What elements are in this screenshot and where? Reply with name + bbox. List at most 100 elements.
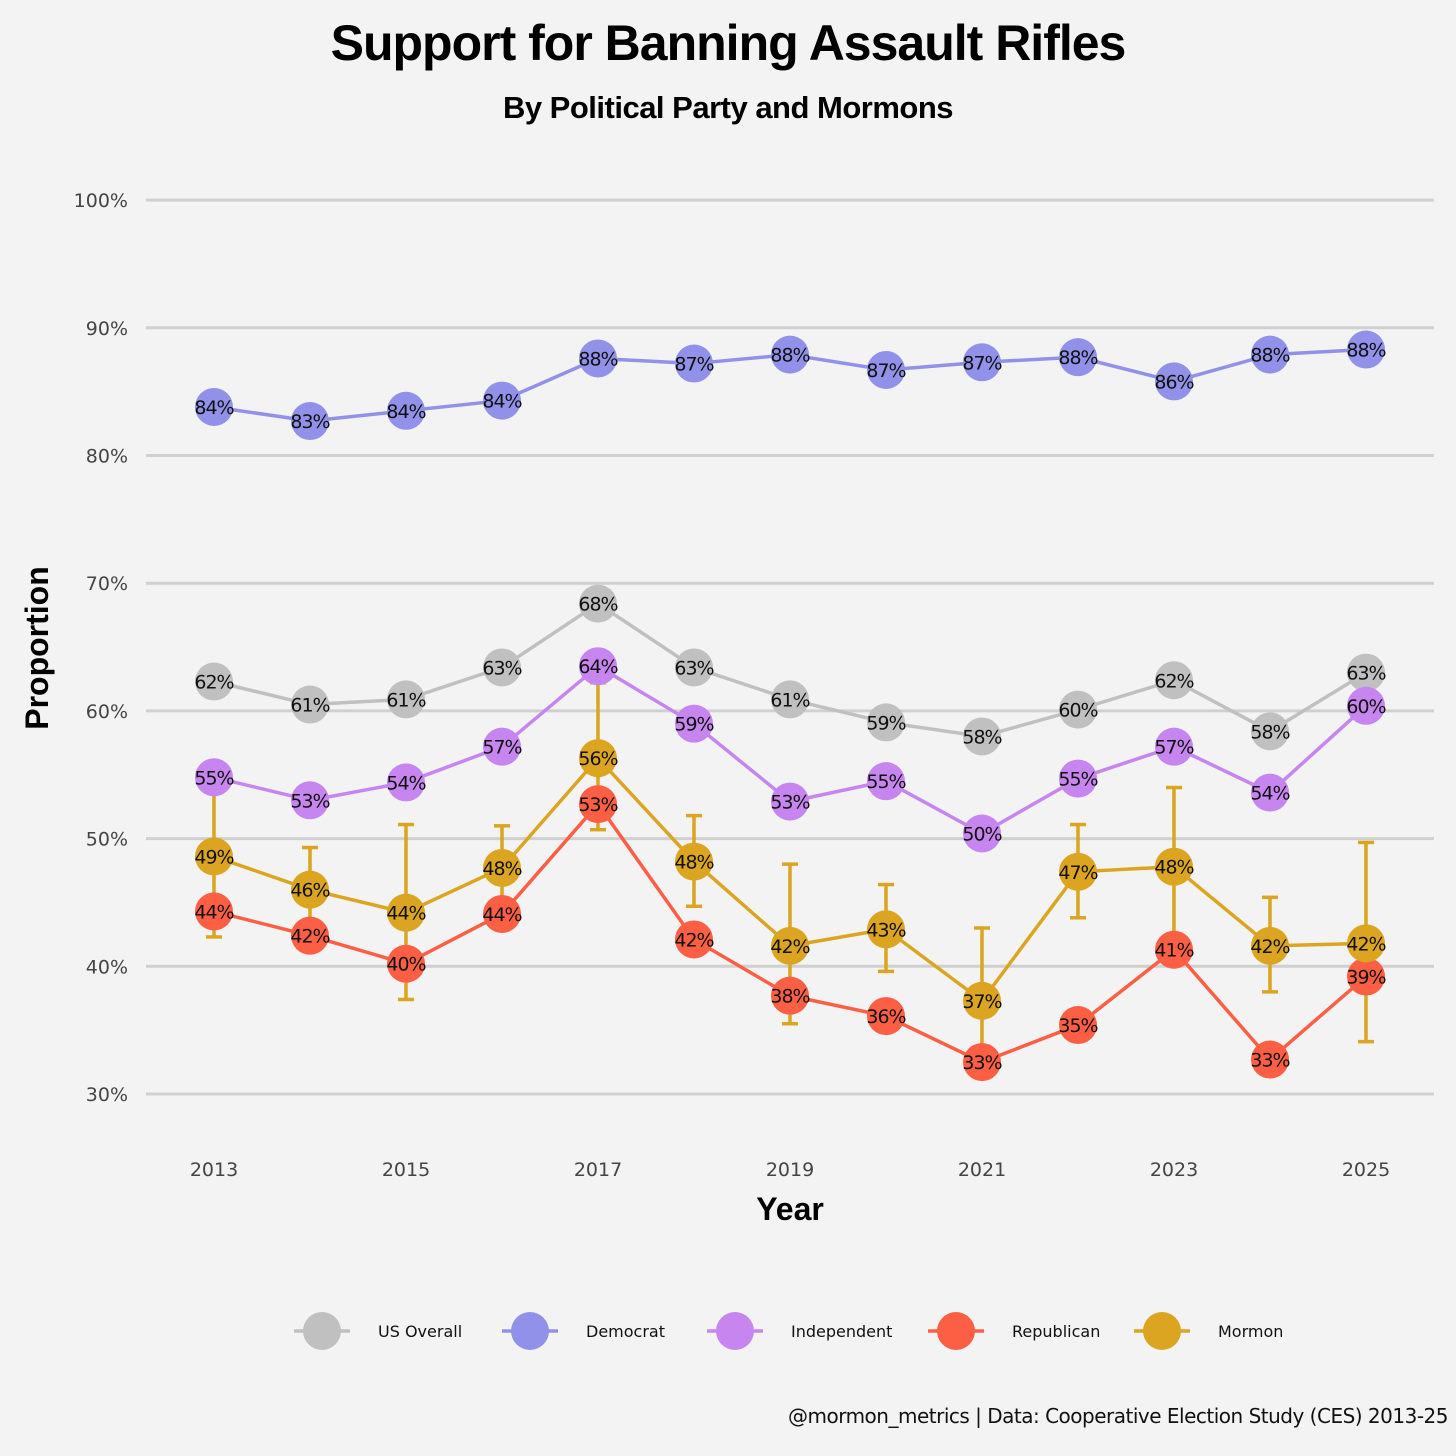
data-label: 41%: [1154, 940, 1193, 962]
data-point: [771, 680, 809, 719]
data-label: 56%: [578, 748, 617, 770]
data-label: 53%: [578, 794, 617, 816]
data-point: [867, 350, 905, 389]
chart-caption: @mormon_metrics | Data: Cooperative Elec…: [787, 1404, 1449, 1428]
data-point: [771, 335, 809, 374]
data-point: [1155, 661, 1193, 700]
data-point: [1347, 957, 1385, 996]
data-label: 68%: [578, 594, 617, 616]
data-label: 42%: [770, 936, 809, 958]
data-point: [867, 703, 905, 742]
data-label: 48%: [482, 858, 521, 880]
data-label: 61%: [770, 689, 809, 711]
y-tick-label: 90%: [86, 318, 128, 340]
data-point: [483, 848, 521, 887]
y-tick-label: 100%: [74, 190, 128, 212]
data-label: 88%: [1346, 340, 1385, 362]
data-point: [483, 648, 521, 687]
data-label: 44%: [482, 904, 521, 926]
data-label: 60%: [1346, 696, 1385, 718]
data-label: 88%: [1058, 347, 1097, 369]
data-label: 39%: [1346, 967, 1385, 989]
data-label: 42%: [1250, 936, 1289, 958]
data-label: 42%: [290, 926, 329, 948]
data-label: 58%: [962, 726, 1001, 748]
data-point: [579, 584, 617, 623]
y-axis-label: Proportion: [19, 566, 55, 730]
data-point: [1347, 686, 1385, 725]
data-point: [1251, 1040, 1289, 1079]
data-label: 64%: [578, 656, 617, 678]
legend-marker: [937, 1312, 975, 1350]
data-point: [1347, 653, 1385, 692]
data-point: [483, 381, 521, 420]
data-point: [195, 662, 233, 701]
data-label: 61%: [290, 695, 329, 717]
data-point: [675, 648, 713, 687]
data-point: [963, 1043, 1001, 1082]
data-label: 49%: [194, 846, 233, 868]
data-point: [1251, 773, 1289, 812]
legend-marker: [1143, 1312, 1181, 1350]
data-point: [1059, 338, 1097, 377]
data-label: 83%: [290, 411, 329, 433]
data-label: 63%: [482, 657, 521, 679]
data-point: [579, 785, 617, 824]
x-tick-label: 2021: [958, 1159, 1006, 1181]
legend-marker: [511, 1312, 549, 1350]
data-label: 55%: [1058, 769, 1097, 791]
x-tick-label: 2017: [574, 1159, 622, 1181]
data-label: 60%: [1058, 700, 1097, 722]
data-point: [867, 997, 905, 1036]
data-label: 59%: [866, 712, 905, 734]
data-label: 36%: [866, 1006, 905, 1028]
data-point: [867, 910, 905, 949]
data-label: 87%: [962, 352, 1001, 374]
data-point: [963, 981, 1001, 1020]
data-point: [291, 685, 329, 724]
legend-label: Republican: [1012, 1322, 1100, 1341]
legend-label: US Overall: [378, 1322, 462, 1341]
data-label: 61%: [386, 689, 425, 711]
data-point: [1059, 690, 1097, 729]
data-point: [387, 763, 425, 802]
legend-label: Mormon: [1218, 1322, 1283, 1341]
data-label: 37%: [962, 991, 1001, 1013]
legend-label: Independent: [791, 1322, 892, 1341]
data-label: 40%: [386, 954, 425, 976]
data-point: [1155, 727, 1193, 766]
data-label: 35%: [1058, 1015, 1097, 1037]
data-label: 43%: [866, 919, 905, 941]
data-point: [291, 781, 329, 820]
data-label: 54%: [1250, 783, 1289, 805]
data-label: 46%: [290, 880, 329, 902]
x-tick-label: 2019: [766, 1159, 814, 1181]
data-point: [387, 680, 425, 719]
data-label: 33%: [962, 1052, 1001, 1074]
data-label: 48%: [1154, 857, 1193, 879]
data-label: 84%: [386, 401, 425, 423]
data-point: [195, 387, 233, 426]
data-label: 53%: [290, 790, 329, 812]
data-point: [291, 870, 329, 909]
data-label: 50%: [962, 823, 1001, 845]
data-point: [963, 717, 1001, 756]
legend-item: US Overall: [294, 1312, 462, 1350]
data-label: 48%: [674, 852, 713, 874]
data-label: 88%: [1250, 345, 1289, 367]
data-point: [1347, 330, 1385, 369]
data-label: 44%: [386, 903, 425, 925]
x-tick-label: 2023: [1150, 1159, 1198, 1181]
data-label: 62%: [194, 672, 233, 694]
data-label: 59%: [674, 714, 713, 736]
legend-item: Democrat: [502, 1312, 665, 1350]
data-point: [195, 837, 233, 876]
y-tick-label: 80%: [86, 446, 128, 468]
data-label: 38%: [770, 986, 809, 1008]
data-point: [1251, 926, 1289, 965]
data-label: 86%: [1154, 371, 1193, 393]
x-tick-label: 2013: [190, 1159, 238, 1181]
data-point: [675, 344, 713, 383]
data-point: [1251, 335, 1289, 374]
